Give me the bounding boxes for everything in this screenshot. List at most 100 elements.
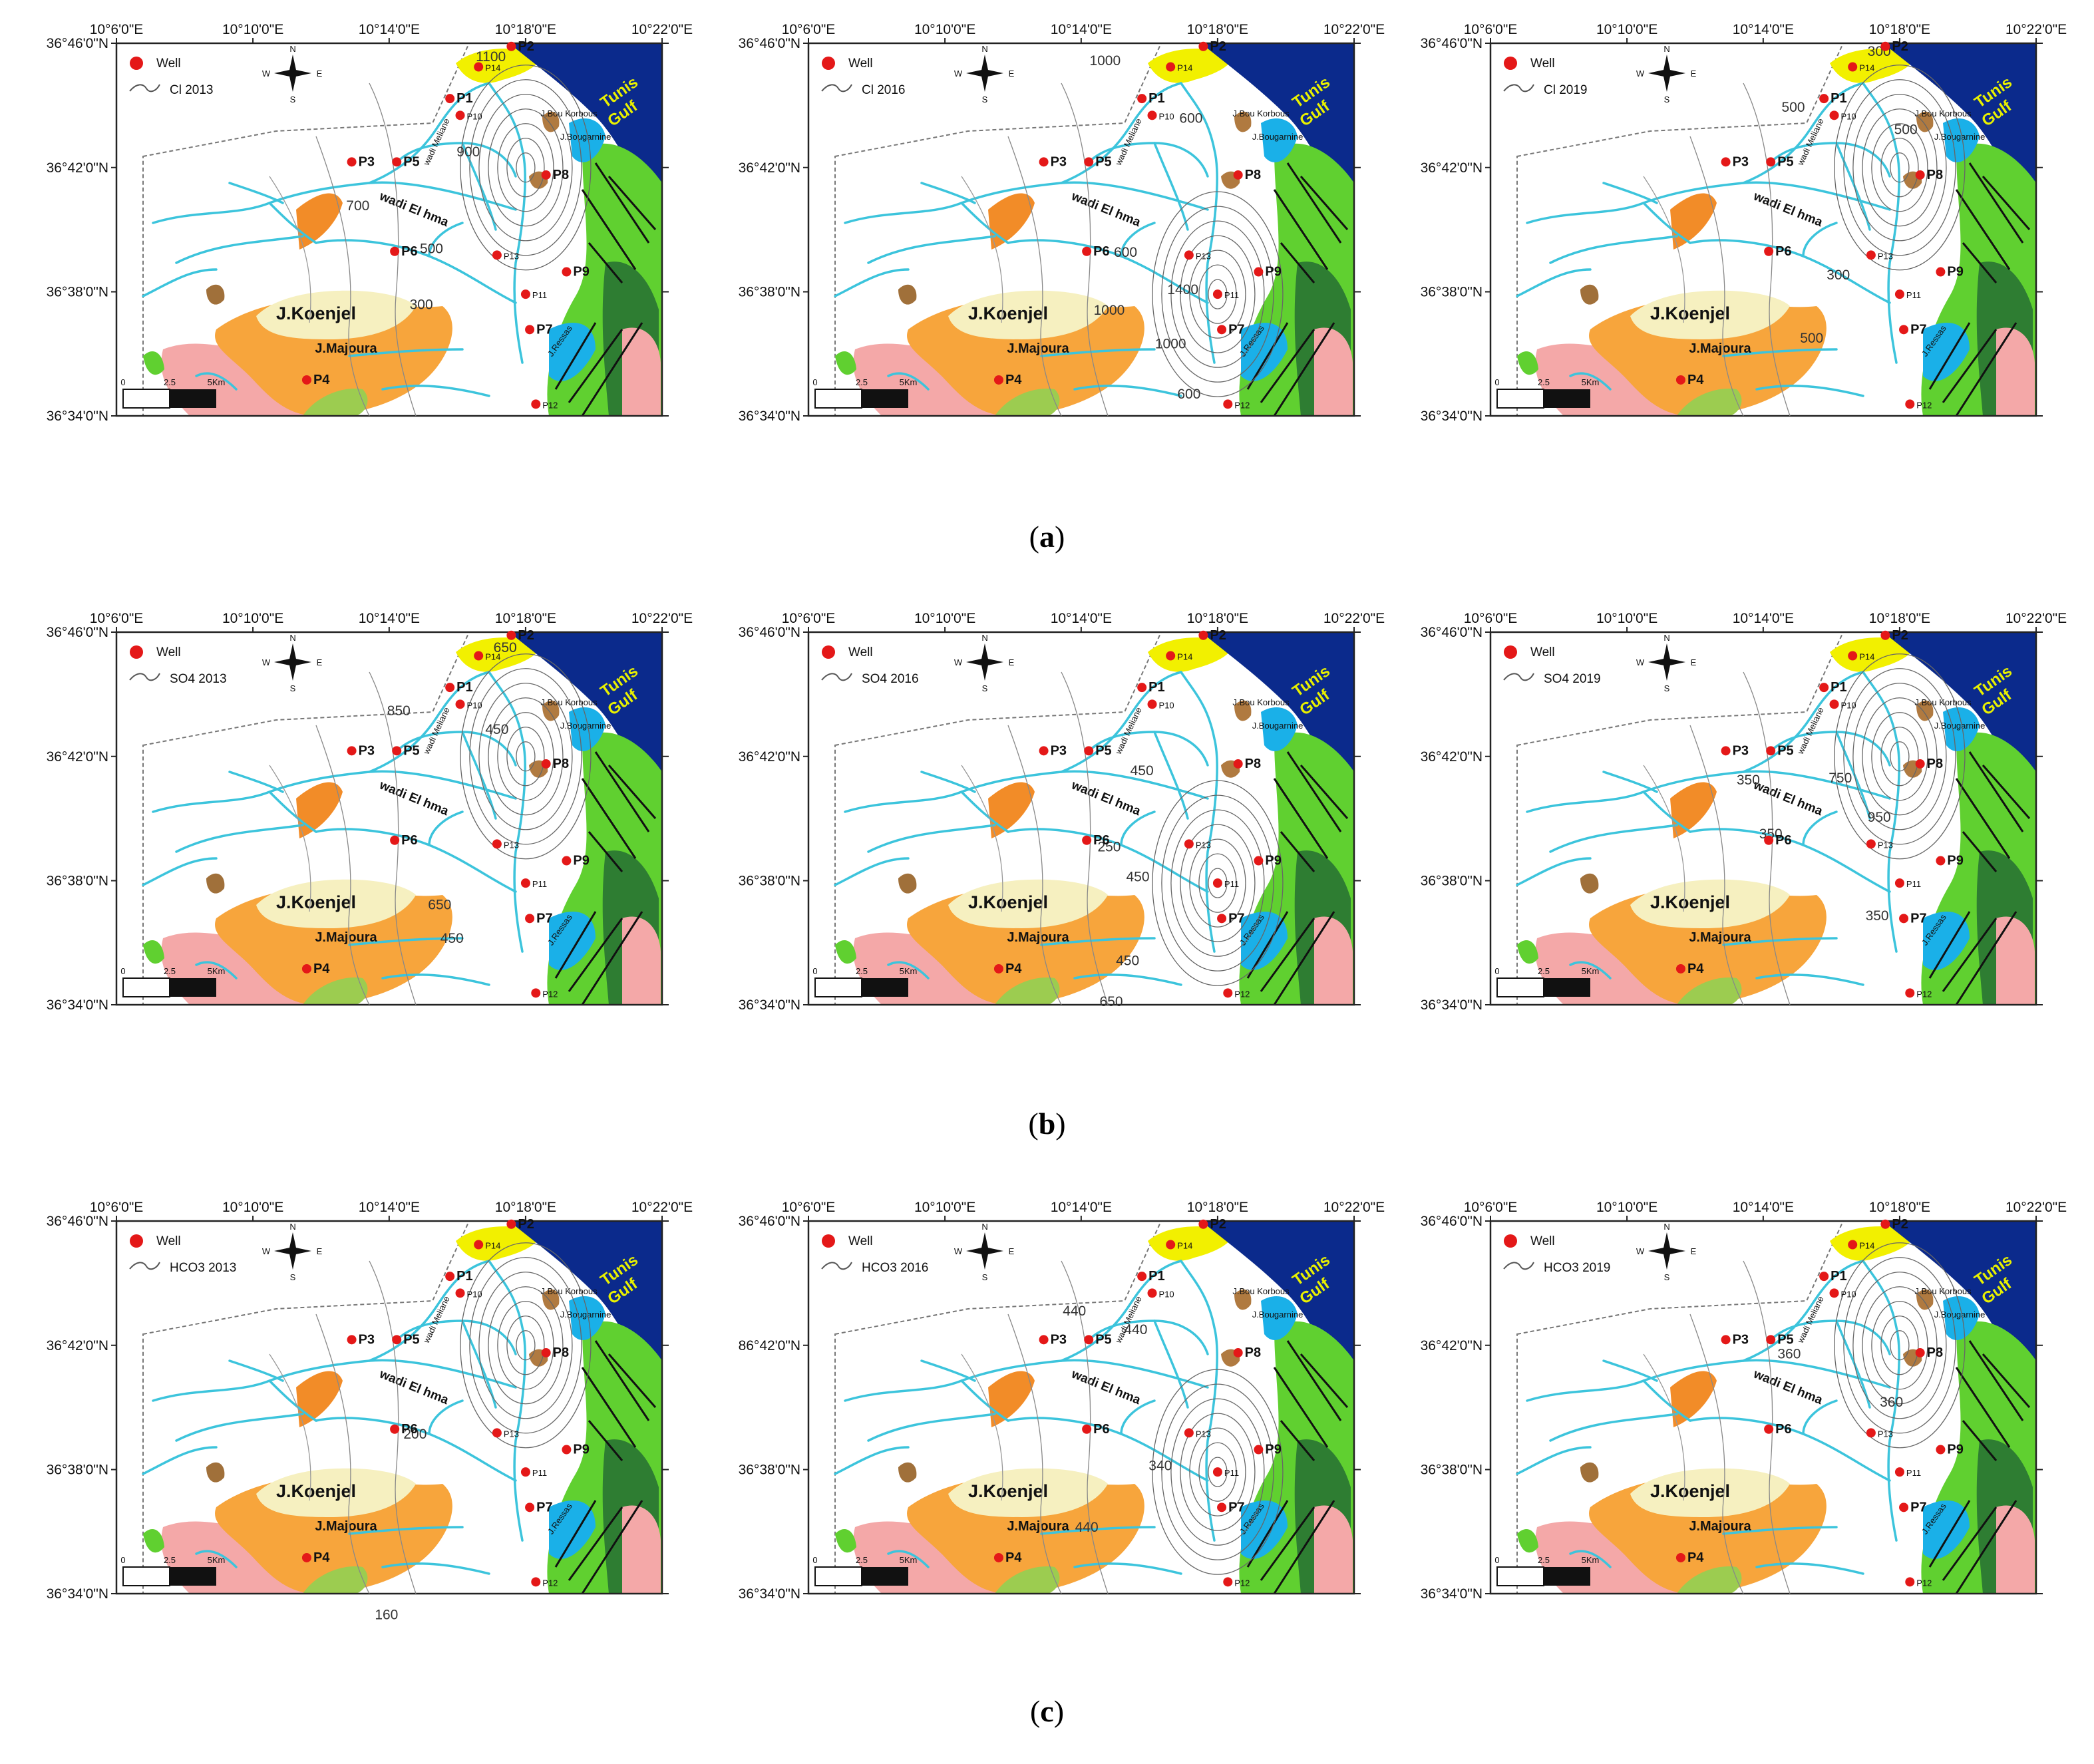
compass-rose: [274, 643, 311, 681]
lon-label: 10°10'0"E: [914, 611, 975, 626]
well-label: P10: [1841, 111, 1856, 121]
lat-label: 36°34'0"N: [47, 409, 108, 424]
well-marker: [1866, 839, 1876, 849]
contour-lines: [1643, 653, 1966, 1005]
j-majoura-label: J.Majoura: [315, 1519, 377, 1534]
lon-label: 10°10'0"E: [914, 1200, 975, 1215]
contour-ring: [488, 1286, 564, 1405]
well-marker: [1217, 1502, 1227, 1512]
lon-label: 10°14'0"E: [1051, 1200, 1112, 1215]
well-label: P5: [403, 154, 419, 169]
lat-label: 36°38'0"N: [47, 874, 108, 889]
well-marker: [541, 759, 551, 769]
scale-label-0: 0: [812, 377, 817, 387]
well-marker: [1894, 878, 1904, 888]
well-marker: [520, 1467, 530, 1477]
contour-value: 500: [420, 242, 443, 257]
compass-w: W: [1636, 69, 1645, 79]
north-arrow-icon: N S W E: [262, 1222, 323, 1282]
contour-ring: [1871, 712, 1928, 801]
compass-e: E: [1691, 1246, 1697, 1256]
legend-contour-symbol: [129, 84, 160, 92]
well-label: P9: [1265, 265, 1281, 279]
well-label: P9: [573, 265, 589, 279]
well-marker: [445, 1272, 455, 1282]
lon-label: 10°6'0"E: [1464, 22, 1518, 37]
contour-ring: [497, 123, 554, 212]
well-label: P7: [1910, 1500, 1926, 1514]
contour-value: 650: [1100, 994, 1123, 1009]
j-bougarnine-label: J.Bougarnine: [1934, 721, 1986, 731]
well-label: P5: [1777, 743, 1793, 758]
lat-label: 36°42'0"N: [739, 749, 800, 765]
well-label: P4: [313, 373, 330, 387]
well-marker: [1766, 746, 1776, 756]
well-marker: [1894, 289, 1904, 299]
scale-bar-white: [122, 977, 170, 997]
caption-a: (a): [0, 519, 2094, 554]
well-label: P12: [542, 400, 558, 410]
contour-line: [369, 671, 417, 1005]
scale-bar-black: [862, 1567, 908, 1586]
contour-ring: [1834, 653, 1966, 860]
well-label: P2: [518, 39, 534, 54]
lon-label: 10°22'0"E: [631, 22, 693, 37]
well-label: P1: [1148, 1269, 1164, 1284]
well-label: P4: [1687, 373, 1704, 387]
well-marker: [1039, 746, 1049, 756]
compass-w: W: [954, 657, 963, 667]
scale-label-end: 5Km: [900, 966, 918, 976]
well-marker: [1184, 1428, 1194, 1438]
well-marker: [1147, 699, 1157, 709]
scale-bar-white: [814, 389, 862, 409]
well-label: P2: [1892, 628, 1908, 643]
scale-bar-white: [814, 1566, 862, 1586]
caption-b: (b): [0, 1106, 2094, 1141]
scale-label-0: 0: [120, 1555, 125, 1565]
well-label: P9: [1265, 854, 1281, 868]
well-label: P8: [553, 1345, 569, 1360]
lon-label: 10°22'0"E: [631, 1200, 693, 1215]
well-label: P11: [1224, 290, 1239, 300]
contour-value: 450: [440, 931, 464, 946]
contour-ring: [469, 668, 582, 845]
well-marker: [1899, 325, 1909, 335]
well-marker: [445, 683, 455, 693]
well-marker: [301, 1552, 311, 1562]
well-marker: [520, 878, 530, 888]
well-marker: [1184, 250, 1194, 260]
legend-well-marker: [1504, 1234, 1517, 1248]
lat-label: 36°46'0"N: [739, 1214, 800, 1229]
compass-s: S: [1664, 94, 1670, 104]
contour-ring: [1852, 683, 1947, 830]
well-label: P3: [359, 1332, 375, 1347]
map-panel-9: 10°6'0"E 10°10'0"E 10°14'0"E 10°18'0"E 10°22…: [1421, 1200, 2067, 1602]
legend-well-label: Well: [1530, 57, 1555, 71]
j-bougarnine-label: J.Bougarnine: [1252, 132, 1304, 142]
well-label: P13: [1878, 251, 1893, 261]
j-koenjel-label: J.Koenjel: [968, 892, 1048, 912]
well-marker: [1223, 1577, 1233, 1587]
j-koenjel-label: J.Koenjel: [968, 1481, 1048, 1501]
compass-e: E: [317, 657, 323, 667]
well-marker: [1039, 157, 1049, 167]
well-label: P8: [1927, 168, 1943, 182]
contour-ring: [460, 1242, 592, 1449]
well-label: P12: [542, 1578, 558, 1588]
compass-rose: [1648, 643, 1685, 681]
lon-label: 10°14'0"E: [359, 22, 420, 37]
well-marker: [1039, 1335, 1049, 1345]
contour-value: 340: [1148, 1458, 1172, 1473]
legend-contour-label: Cl 2016: [862, 83, 906, 97]
well-label: P2: [518, 1217, 534, 1232]
compass-s: S: [982, 94, 988, 104]
lon-label: 10°14'0"E: [1051, 22, 1112, 37]
contour-line: [315, 136, 370, 417]
well-label: P3: [1051, 743, 1067, 758]
contour-line: [1643, 176, 1685, 323]
well-label: P2: [1210, 628, 1226, 643]
well-label: P7: [1910, 911, 1926, 926]
well-label: P4: [1687, 1550, 1704, 1565]
lat-label: 36°34'0"N: [739, 997, 800, 1013]
j-bou-korbous-label: J.Bou Korbous: [540, 1286, 598, 1296]
